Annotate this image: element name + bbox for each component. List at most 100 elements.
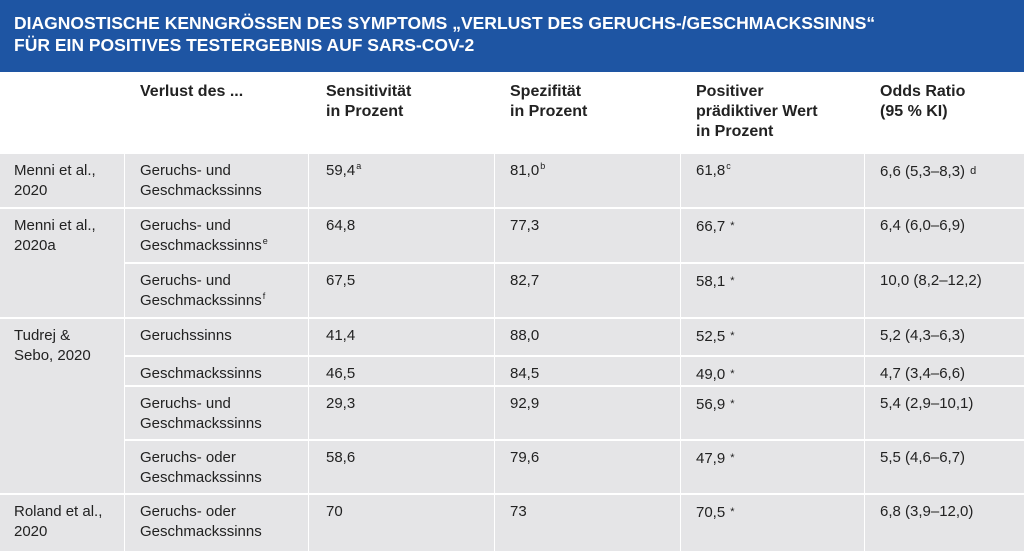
odds-ratio-value: 5,4 (2,9–10,1) <box>880 395 974 412</box>
row-divider <box>124 439 1024 441</box>
ppv-value: 52,5 <box>696 328 726 345</box>
column-divider <box>124 154 125 551</box>
ppv-asterisk: * <box>730 506 735 518</box>
ppv-value: 70,5 <box>696 504 726 521</box>
ppv-cell: 52,5 * <box>696 326 734 347</box>
row-divider <box>124 355 1024 357</box>
author-line-1: Tudrej & <box>14 327 71 344</box>
loss-footnote: f <box>262 291 266 301</box>
sensitivity-value: 41,4 <box>326 327 356 344</box>
author-line-1: Menni et al., <box>14 217 96 234</box>
odds-ratio-footnote: d <box>970 165 977 177</box>
ppv-cell: 70,5 * <box>696 502 734 523</box>
sensitivity-cell: 46,5 <box>326 364 355 384</box>
loss-line-1: Geruchssinns <box>140 327 232 344</box>
odds-ratio-value: 6,6 (5,3–8,3) <box>880 163 966 180</box>
author-cell: Menni et al., 2020a <box>14 216 96 256</box>
ppv-asterisk: * <box>730 452 735 464</box>
author-cell: Roland et al., 2020 <box>14 502 102 542</box>
specificity-cell: 81,0b <box>510 161 545 181</box>
column-divider <box>680 154 681 551</box>
row-divider <box>124 385 1024 387</box>
specificity-value: 84,5 <box>510 365 540 382</box>
table-title: DIAGNOSTISCHE KENNGRÖSSEN DES SYMPTOMS „… <box>0 0 1024 72</box>
sensitivity-footnote: a <box>356 161 362 171</box>
row-divider <box>124 262 1024 264</box>
loss-line-2: Geschmackssinns <box>140 237 262 254</box>
table-body: Menni et al., 2020 Menni et al., 2020a Tudre… <box>0 154 1024 551</box>
loss-cell: Geruchs- und Geschmackssinnse <box>140 216 268 256</box>
loss-line-1: Geschmackssinns <box>140 365 262 382</box>
sensitivity-cell: 58,6 <box>326 448 355 468</box>
loss-line-2: Geschmackssinns <box>140 523 262 540</box>
column-divider <box>308 154 309 551</box>
ppv-value: 58,1 <box>696 273 726 290</box>
ppv-value: 66,7 <box>696 218 726 235</box>
ppv-value: 47,9 <box>696 450 726 467</box>
specificity-value: 73 <box>510 503 527 520</box>
loss-line-2: Geschmackssinns <box>140 292 262 309</box>
header-odds-ratio-line-2: (95 % KI) <box>880 103 948 120</box>
specificity-cell: 82,7 <box>510 271 539 291</box>
header-ppv-line-1: Positiver <box>696 83 764 100</box>
ppv-value: 61,8 <box>696 162 726 179</box>
odds-ratio-cell: 10,0 (8,2–12,2) <box>880 271 982 291</box>
odds-ratio-cell: 4,7 (3,4–6,6) <box>880 364 965 384</box>
ppv-cell: 61,8c <box>696 161 731 181</box>
header-specificity-line-1: Spezifität <box>510 83 582 100</box>
title-line-1: DIAGNOSTISCHE KENNGRÖSSEN DES SYMPTOMS „… <box>14 13 876 33</box>
loss-line-1: Geruchs- und <box>140 272 231 289</box>
header-sensitivity-line-2: in Prozent <box>326 103 404 120</box>
loss-line-1: Geruchs- oder <box>140 449 236 466</box>
ppv-cell: 49,0 * <box>696 364 734 385</box>
specificity-value: 82,7 <box>510 272 540 289</box>
ppv-asterisk: * <box>730 330 735 342</box>
loss-line-1: Geruchs- und <box>140 395 231 412</box>
author-line-2: 2020a <box>14 237 56 254</box>
loss-line-2: Geschmackssinns <box>140 415 262 432</box>
ppv-value: 56,9 <box>696 396 726 413</box>
header-ppv: Positiver prädiktiver Wert in Prozent <box>696 82 818 142</box>
specificity-cell: 73 <box>510 502 527 522</box>
group-divider <box>0 493 1024 495</box>
group-divider <box>0 207 1024 209</box>
loss-cell: Geruchs- und Geschmackssinnsf <box>140 271 265 311</box>
title-line-2: FÜR EIN POSITIVES TESTERGEBNIS AUF SARS-… <box>14 35 475 55</box>
group-divider <box>0 317 1024 319</box>
header-specificity-line-2: in Prozent <box>510 103 588 120</box>
ppv-cell: 58,1 * <box>696 271 734 292</box>
ppv-footnote: c <box>726 161 731 171</box>
loss-line-2: Geschmackssinns <box>140 182 262 199</box>
ppv-asterisk: * <box>730 220 735 232</box>
loss-cell: Geruchs- oder Geschmackssinns <box>140 502 262 542</box>
header-ppv-line-2: prädiktiver Wert <box>696 103 818 120</box>
odds-ratio-value: 6,8 (3,9–12,0) <box>880 503 974 520</box>
sensitivity-value: 46,5 <box>326 365 356 382</box>
sensitivity-cell: 59,4a <box>326 161 361 181</box>
ppv-asterisk: * <box>730 398 735 410</box>
specificity-value: 81,0 <box>510 162 540 179</box>
loss-cell: Geruchssinns <box>140 326 232 346</box>
specificity-cell: 92,9 <box>510 394 539 414</box>
odds-ratio-cell: 5,5 (4,6–6,7) <box>880 448 965 468</box>
odds-ratio-value: 5,5 (4,6–6,7) <box>880 449 966 466</box>
header-sensitivity: Sensitivität in Prozent <box>326 82 411 122</box>
author-cell: Menni et al., 2020 <box>14 161 96 201</box>
sensitivity-cell: 70 <box>326 502 343 522</box>
odds-ratio-cell: 6,6 (5,3–8,3) d <box>880 161 976 182</box>
sensitivity-value: 29,3 <box>326 395 356 412</box>
sensitivity-value: 67,5 <box>326 272 356 289</box>
author-line-1: Roland et al., <box>14 503 103 520</box>
specificity-cell: 79,6 <box>510 448 539 468</box>
header-loss-label: Verlust des ... <box>140 83 244 100</box>
odds-ratio-value: 6,4 (6,0–6,9) <box>880 217 966 234</box>
author-cell: Tudrej & Sebo, 2020 <box>14 326 91 366</box>
odds-ratio-cell: 5,4 (2,9–10,1) <box>880 394 973 414</box>
sensitivity-value: 64,8 <box>326 217 356 234</box>
odds-ratio-value: 5,2 (4,3–6,3) <box>880 327 966 344</box>
author-line-2: Sebo, 2020 <box>14 347 91 364</box>
ppv-cell: 56,9 * <box>696 394 734 415</box>
sensitivity-cell: 29,3 <box>326 394 355 414</box>
header-specificity: Spezifität in Prozent <box>510 82 587 122</box>
loss-line-1: Geruchs- und <box>140 217 231 234</box>
